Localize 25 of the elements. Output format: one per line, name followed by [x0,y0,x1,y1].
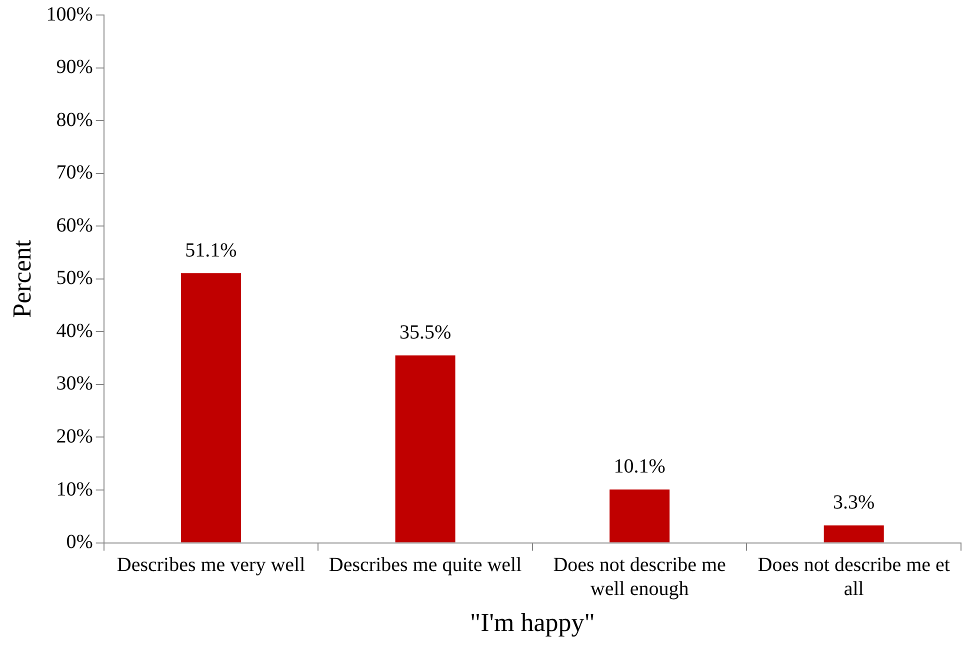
y-tick-label: 40% [56,320,93,342]
x-tick-label: Does not describe me et all [758,554,950,600]
data-label: 3.3% [833,492,875,514]
y-tick-label: 0% [66,531,93,554]
y-tick-label: 100% [46,3,93,26]
y-tick-label: 20% [56,425,93,448]
y-tick-label: 80% [56,108,93,131]
data-label: 10.1% [614,456,666,478]
y-tick-label: 50% [56,267,93,290]
x-tick-label: Describes me quite well [328,554,522,576]
y-axis-title: Percent [7,239,36,318]
x-tick-label: Describes me very well [116,554,306,576]
y-tick-label: 70% [56,162,93,184]
data-label: 35.5% [399,322,452,344]
bar [610,489,670,542]
bar [395,355,456,542]
y-tick-label: 30% [56,372,93,395]
bar [824,525,884,542]
y-tick-label: 90% [56,56,93,78]
y-tick-label: 10% [56,478,93,500]
data-label: 51.1% [185,239,237,262]
x-tick-label: Does not describe me well enough [553,554,726,600]
y-tick-label: 60% [56,214,93,236]
x-axis-title: "I'm happy" [470,608,595,638]
bar [181,273,242,542]
